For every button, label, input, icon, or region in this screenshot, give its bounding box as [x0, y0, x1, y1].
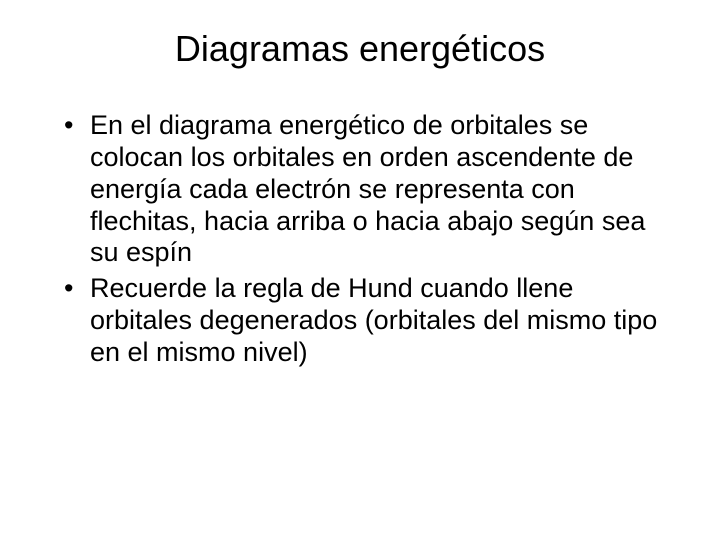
- bullet-text: En el diagrama energético de orbitales s…: [90, 110, 645, 267]
- list-item: En el diagrama energético de orbitales s…: [90, 110, 670, 269]
- slide-title: Diagramas energéticos: [50, 28, 670, 70]
- list-item: Recuerde la regla de Hund cuando llene o…: [90, 273, 670, 369]
- bullet-text: Recuerde la regla de Hund cuando llene o…: [90, 273, 657, 367]
- bullet-list: En el diagrama energético de orbitales s…: [50, 110, 670, 369]
